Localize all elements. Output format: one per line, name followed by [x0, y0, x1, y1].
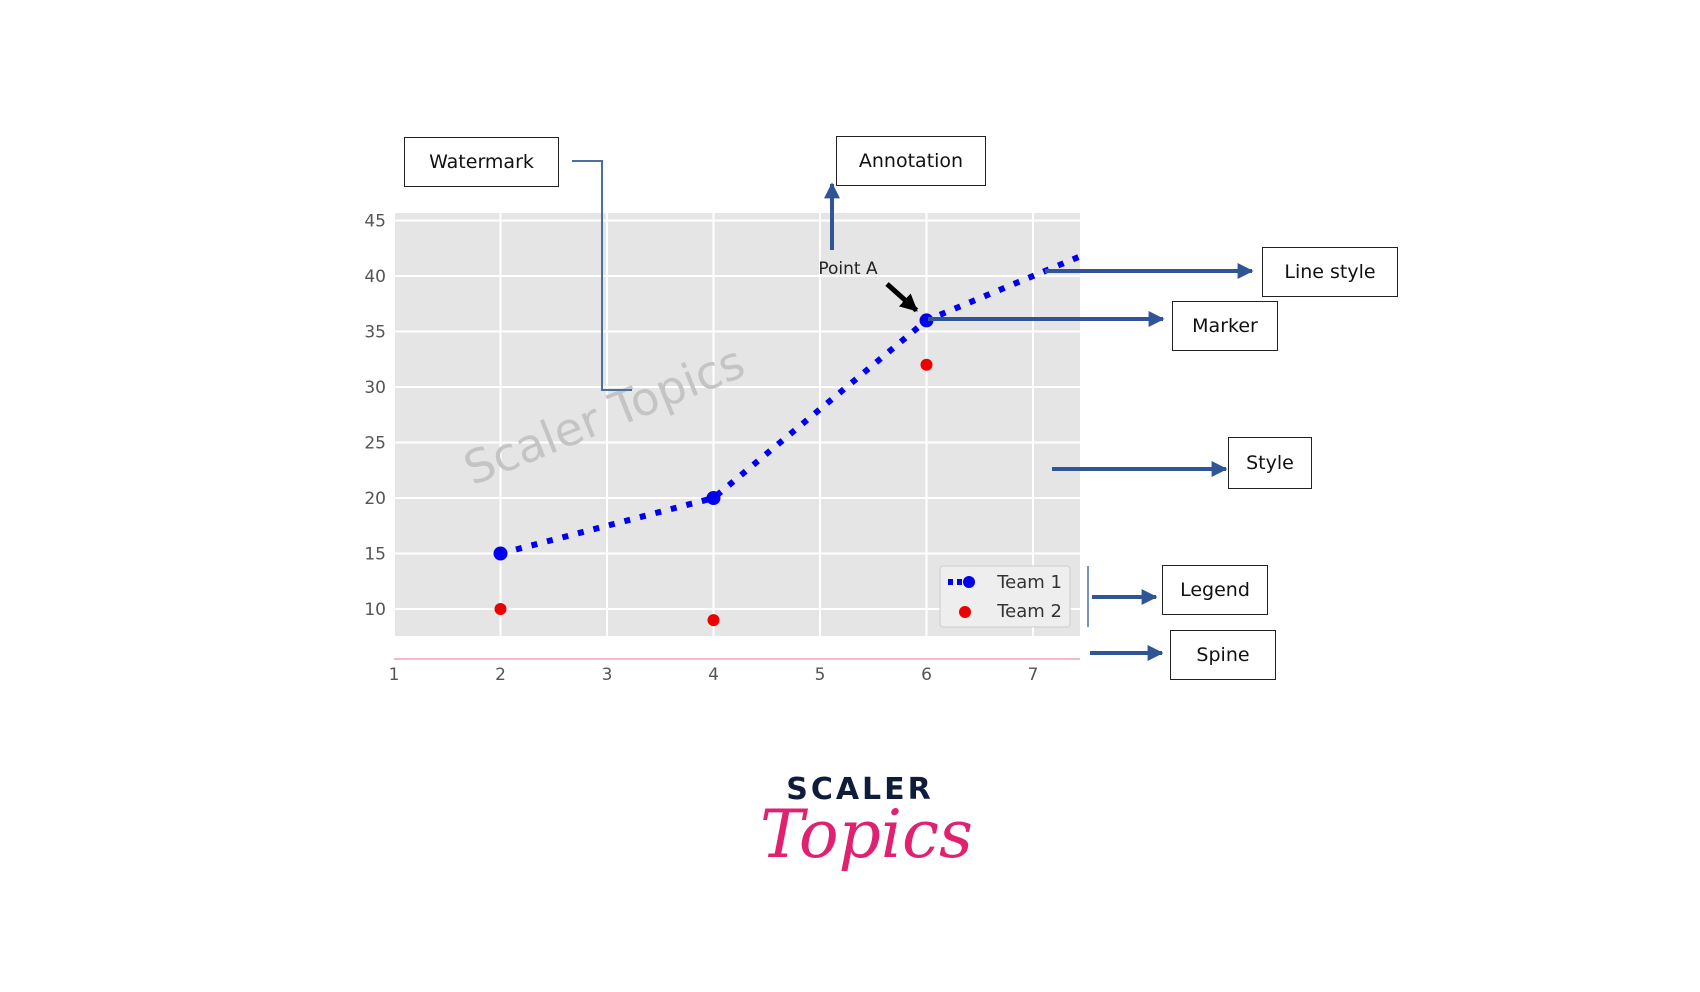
team-1-point	[706, 491, 721, 505]
watermark-callout: Watermark	[404, 137, 559, 187]
watermark-bracket	[572, 160, 632, 391]
team-2-point	[920, 358, 933, 371]
x-tick-label: 3	[602, 665, 613, 685]
x-tick-label: 5	[815, 665, 826, 685]
annotation-arrow	[885, 282, 919, 313]
series-marks	[493, 251, 1088, 627]
scaler-topics-logo: SCALER Topics	[760, 772, 973, 912]
legend-callout: Legend	[1162, 565, 1268, 615]
marker-callout: Marker	[1172, 301, 1278, 351]
x-tick-labels: 1 2 3 4 5 6 7	[389, 665, 1039, 685]
team-1-point	[493, 546, 508, 561]
x-tick-label: 7	[1028, 665, 1039, 685]
y-tick-label: 15	[364, 545, 386, 565]
legend-team-1-marker	[963, 576, 975, 588]
annotation-label: Point A	[818, 259, 878, 279]
y-tick-label: 45	[364, 212, 386, 232]
y-tick-label: 25	[364, 434, 386, 454]
y-tick-label: 20	[364, 489, 386, 509]
team-1-point	[919, 313, 934, 328]
legend-team-2-marker	[959, 606, 971, 618]
x-tick-label: 1	[389, 665, 400, 685]
y-tick-label: 35	[364, 323, 386, 343]
legend-team-1-label: Team 1	[996, 572, 1062, 593]
logo-topics-text: Topics	[760, 796, 973, 873]
point-a-annotation: Point A	[818, 259, 919, 313]
x-tick-label: 4	[708, 665, 719, 685]
y-tick-label: 40	[364, 267, 386, 287]
spine-callout: Spine	[1170, 630, 1276, 680]
style-callout: Style	[1228, 437, 1312, 489]
y-tick-labels: 10 15 20 25 30 35 40 45	[364, 212, 386, 621]
callout-connectors	[572, 160, 1254, 661]
x-tick-label: 2	[495, 665, 506, 685]
line-style-callout: Line style	[1262, 247, 1398, 297]
team-2-point	[494, 603, 507, 615]
team-2-point	[707, 614, 720, 627]
logo-scaler-text: SCALER	[786, 772, 934, 807]
legend: Team 1 Team 2	[939, 565, 1071, 628]
grid-lines	[393, 213, 1080, 636]
x-tick-label: 6	[921, 665, 932, 685]
legend-team-2-label: Team 2	[996, 601, 1062, 622]
y-tick-label: 30	[364, 378, 386, 398]
annotation-callout: Annotation	[836, 136, 986, 186]
y-tick-label: 10	[364, 600, 386, 620]
